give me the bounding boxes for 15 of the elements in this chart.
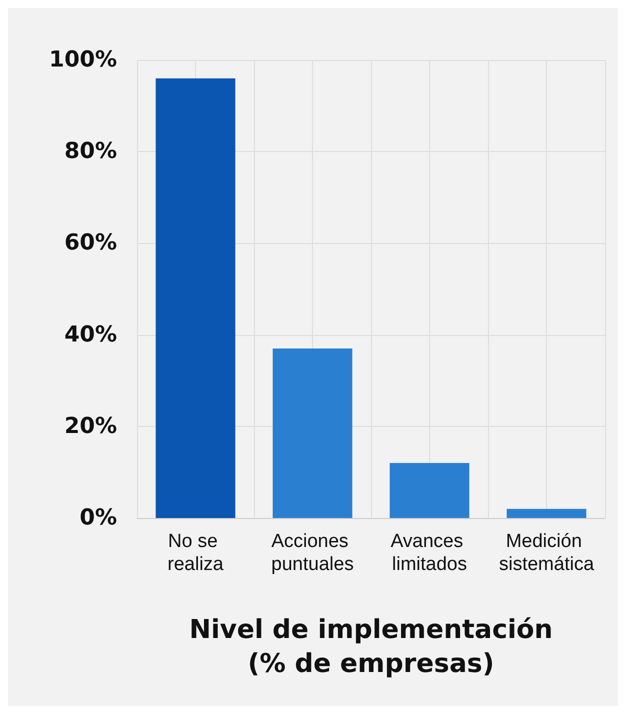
y-tick-label: 20% xyxy=(64,414,117,439)
x-tick-label: No se realiza xyxy=(168,531,224,575)
bar xyxy=(390,463,470,518)
y-tick-label: 60% xyxy=(64,230,117,256)
y-tick-label: 100% xyxy=(49,48,117,72)
x-tick-label: Acciones puntuales xyxy=(271,531,354,575)
x-axis-title: Nivel de implementación (% de empresas) xyxy=(189,615,553,679)
bar xyxy=(506,508,586,518)
bar xyxy=(156,78,236,518)
x-tick-label: Avances limitados xyxy=(390,531,468,575)
bar xyxy=(272,348,352,518)
y-tick-label: 80% xyxy=(64,139,117,164)
y-tick-label: 0% xyxy=(80,506,117,530)
y-tick-label: 40% xyxy=(64,322,117,348)
x-tick-label: Medición sistemática xyxy=(498,531,594,575)
